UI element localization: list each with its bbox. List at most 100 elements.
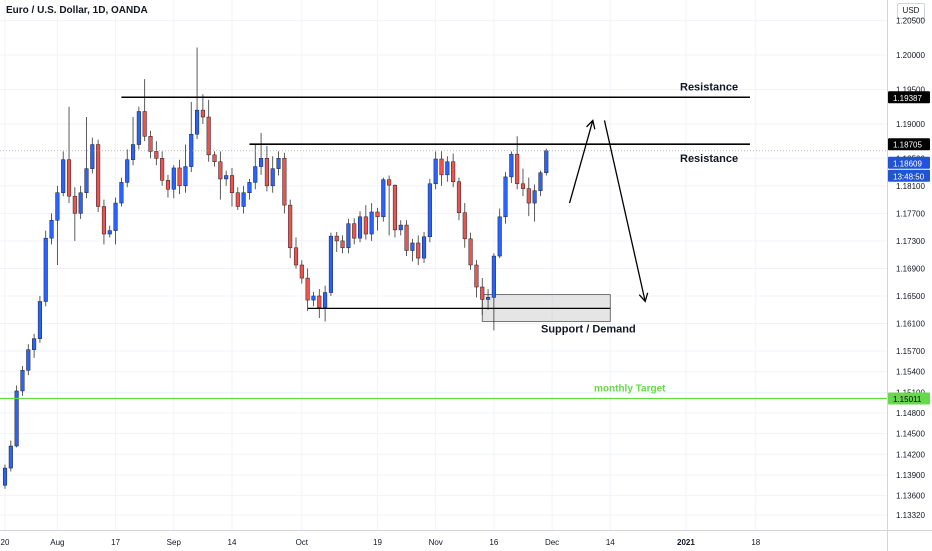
candle xyxy=(55,185,60,265)
candle xyxy=(66,106,72,204)
candle xyxy=(532,184,537,222)
candle-body xyxy=(520,183,526,189)
candle-body xyxy=(491,255,496,298)
candle-body xyxy=(363,216,368,235)
candle-body xyxy=(165,180,171,190)
candle-body xyxy=(101,206,106,235)
resistance-label-lower: Resistance xyxy=(680,153,738,165)
candle xyxy=(387,175,392,236)
candle xyxy=(317,289,322,318)
candle-body xyxy=(427,183,432,238)
candle-body xyxy=(229,175,235,193)
candle xyxy=(538,170,543,197)
candle xyxy=(456,177,462,221)
candle xyxy=(520,168,526,197)
arrow-up-shaft xyxy=(568,120,594,204)
candle xyxy=(404,220,409,257)
candle xyxy=(253,144,258,190)
candle-body xyxy=(468,238,473,266)
candle-body xyxy=(381,179,386,218)
candle-body xyxy=(293,247,299,266)
support-label: Support / Demand xyxy=(541,323,636,335)
candle xyxy=(544,148,549,176)
candle xyxy=(369,203,374,241)
candle-body xyxy=(503,176,508,218)
candle-body xyxy=(305,277,310,301)
grid-layer xyxy=(0,0,887,530)
candle-body xyxy=(130,144,136,160)
candle-body xyxy=(474,264,479,288)
candle xyxy=(130,117,136,166)
candle xyxy=(328,232,333,296)
candle-body xyxy=(177,167,182,187)
candle-body xyxy=(340,240,345,249)
candle xyxy=(398,220,403,236)
candle xyxy=(200,94,205,124)
candle xyxy=(229,167,235,207)
candle-body xyxy=(410,242,415,251)
candle xyxy=(305,268,310,312)
arrow-down-shaft xyxy=(603,120,646,302)
candle-layer xyxy=(2,47,549,489)
candle xyxy=(451,153,456,188)
candle-body xyxy=(259,158,264,167)
candle-body xyxy=(26,349,31,371)
candle-body xyxy=(8,445,13,469)
arrow-up-head xyxy=(586,119,596,130)
axis-corner xyxy=(887,530,932,551)
candle-body xyxy=(462,212,467,240)
candle-body xyxy=(154,151,159,159)
candle xyxy=(311,291,316,307)
candle xyxy=(334,231,339,252)
currency-badge[interactable]: USD xyxy=(897,3,925,19)
candle xyxy=(148,130,153,159)
candle xyxy=(72,187,77,241)
candle-body xyxy=(398,224,403,231)
candle-body xyxy=(346,223,351,249)
candle xyxy=(474,260,479,298)
candle-body xyxy=(369,211,374,235)
candle-body xyxy=(416,242,421,259)
candle-body xyxy=(375,211,380,218)
candle xyxy=(276,151,281,176)
candle xyxy=(439,151,444,186)
time-axis[interactable] xyxy=(0,530,887,551)
candle xyxy=(206,99,211,162)
candle-body xyxy=(276,158,281,169)
candle-body xyxy=(515,153,520,185)
candle xyxy=(113,197,118,245)
candle-body xyxy=(142,111,147,137)
candle xyxy=(270,156,275,193)
candle xyxy=(357,211,363,243)
candle-body xyxy=(404,224,409,251)
candle-body xyxy=(189,133,194,167)
candle-body xyxy=(311,295,316,301)
candle-body xyxy=(526,188,531,204)
candle xyxy=(515,136,520,190)
candle-body xyxy=(288,204,293,249)
candle-body xyxy=(14,390,19,447)
candle-body xyxy=(107,230,112,235)
candle xyxy=(32,333,37,358)
symbol-legend[interactable]: Euro / U.S. Dollar, 1D, OANDA xyxy=(6,5,148,16)
candle-body xyxy=(352,223,357,239)
candle xyxy=(421,231,427,263)
candle-body xyxy=(61,159,66,193)
candle-body xyxy=(136,111,141,145)
candle-body xyxy=(200,109,205,118)
price-axis[interactable] xyxy=(887,0,932,530)
candle-body xyxy=(224,175,229,180)
candle-body xyxy=(544,150,549,174)
candle xyxy=(78,185,83,219)
annotation-text-layer: Resistance Resistance Support / Demand mont… xyxy=(541,81,738,394)
candle xyxy=(299,260,304,284)
candle-body xyxy=(392,184,397,231)
candle-body xyxy=(270,168,275,187)
candle-body xyxy=(247,182,252,193)
candle-body xyxy=(328,235,333,293)
candle-body xyxy=(119,182,124,204)
candle xyxy=(2,464,8,489)
candle xyxy=(497,208,502,259)
candle-body xyxy=(78,192,83,214)
